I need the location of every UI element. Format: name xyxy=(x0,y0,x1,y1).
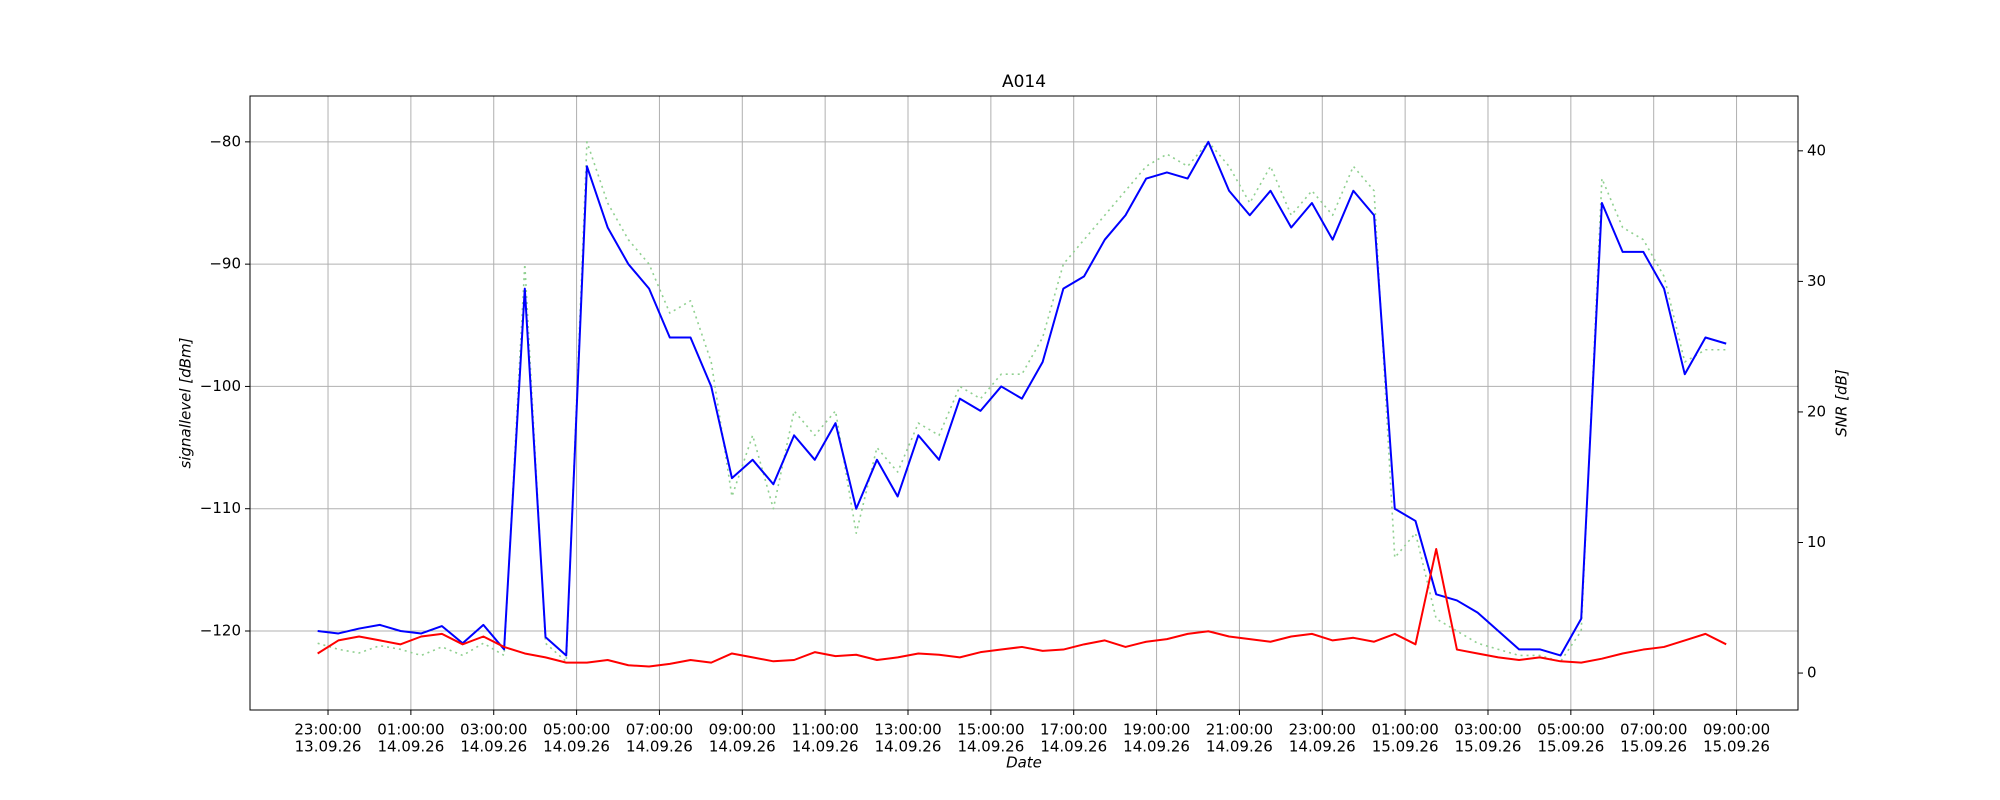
x-tick-label: 07:00:00 xyxy=(1620,721,1687,739)
x-tick-label: 11:00:00 xyxy=(791,721,858,739)
x-tick-label: 21:00:00 xyxy=(1206,721,1273,739)
x-tick-label: 13:00:00 xyxy=(874,721,941,739)
x-tick-label: 01:00:00 xyxy=(1371,721,1438,739)
x-tick-label: 09:00:00 xyxy=(709,721,776,739)
chart-title: A014 xyxy=(1002,72,1046,92)
x-tick-label: 15.09.26 xyxy=(1620,738,1687,756)
x-tick-label: 03:00:00 xyxy=(460,721,527,739)
y-tick-label: −80 xyxy=(209,132,241,150)
y2-tick-label: 40 xyxy=(1807,141,1826,159)
x-tick-label: 23:00:00 xyxy=(1289,721,1356,739)
x-tick-label: 14.09.26 xyxy=(1123,738,1190,756)
x-tick-label: 13.09.26 xyxy=(295,738,362,756)
y2-tick-label: 20 xyxy=(1807,402,1826,420)
y-tick-label: −120 xyxy=(200,622,241,640)
series-line xyxy=(317,548,1727,668)
x-tick-label: 15.09.26 xyxy=(1703,738,1770,756)
x-tick-label: 15:00:00 xyxy=(957,721,1024,739)
y-tick-label: −100 xyxy=(200,377,241,395)
x-axis-label: Date xyxy=(1006,754,1042,772)
x-tick-label: 19:00:00 xyxy=(1123,721,1190,739)
x-tick-label: 14.09.26 xyxy=(460,738,527,756)
y2-tick-label: 30 xyxy=(1807,272,1826,290)
y-tick-label: −110 xyxy=(200,499,241,517)
x-tick-label: 14.09.26 xyxy=(709,738,776,756)
x-tick-label: 05:00:00 xyxy=(543,721,610,739)
x-tick-label: 23:00:00 xyxy=(294,721,361,739)
x-tick-label: 15.09.26 xyxy=(1537,738,1604,756)
y2-tick-label: 0 xyxy=(1807,664,1817,682)
x-tick-label: 14.09.26 xyxy=(377,738,444,756)
x-tick-label: 17:00:00 xyxy=(1040,721,1107,739)
y2-axis-label: SNR [dB] xyxy=(1833,369,1851,437)
x-tick-label: 14.09.26 xyxy=(875,738,942,756)
plot-frame xyxy=(249,95,1799,711)
x-tick-label: 03:00:00 xyxy=(1454,721,1521,739)
x-tick-label: 07:00:00 xyxy=(626,721,693,739)
x-tick-label: 15.09.26 xyxy=(1455,738,1522,756)
x-tick-label: 09:00:00 xyxy=(1703,721,1770,739)
x-tick-label: 05:00:00 xyxy=(1537,721,1604,739)
x-tick-label: 01:00:00 xyxy=(377,721,444,739)
x-tick-label: 14.09.26 xyxy=(792,738,859,756)
series-line xyxy=(317,141,1727,663)
x-tick-label: 14.09.26 xyxy=(543,738,610,756)
x-tick-label: 14.09.26 xyxy=(1040,738,1107,756)
y-tick-label: −90 xyxy=(209,255,241,273)
x-tick-label: 14.09.26 xyxy=(1206,738,1273,756)
y2-tick-label: 10 xyxy=(1807,533,1826,551)
x-tick-label: 14.09.26 xyxy=(1289,738,1356,756)
x-tick-label: 14.09.26 xyxy=(626,738,693,756)
series-line xyxy=(317,140,1727,657)
x-tick-label: 15.09.26 xyxy=(1372,738,1439,756)
x-tick-label: 14.09.26 xyxy=(957,738,1024,756)
y-axis-label: signallevel [dBm] xyxy=(177,337,195,468)
